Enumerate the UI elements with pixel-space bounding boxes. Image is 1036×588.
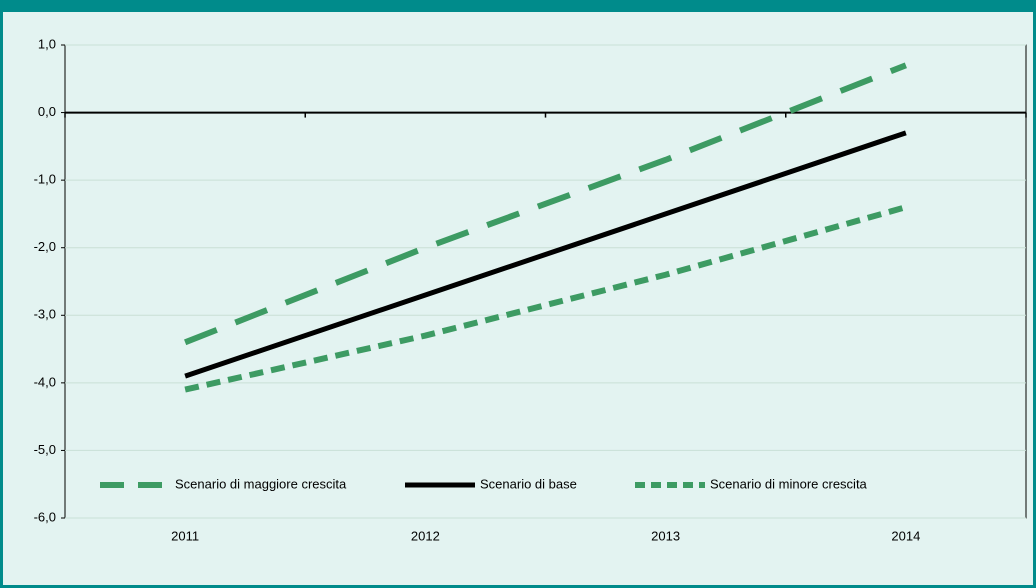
y-tick-label: -6,0 (34, 509, 56, 524)
y-tick-label: -1,0 (34, 172, 56, 187)
x-tick-label: 2012 (411, 528, 440, 543)
y-tick-label: -4,0 (34, 374, 56, 389)
x-tick-label: 2013 (651, 528, 680, 543)
y-tick-label: -5,0 (34, 442, 56, 457)
y-tick-label: 0,0 (38, 104, 56, 119)
series-line (184, 204, 907, 393)
y-tick-label: 1,0 (38, 36, 56, 51)
series-line (184, 130, 907, 379)
y-tick-label: -2,0 (34, 239, 56, 254)
x-tick-label: 2014 (891, 528, 920, 543)
x-tick-label: 2011 (171, 528, 199, 543)
legend-label: Scenario di base (480, 476, 577, 491)
y-tick-label: -3,0 (34, 307, 56, 322)
series-line (184, 62, 907, 346)
legend-label: Scenario di minore crescita (710, 476, 868, 491)
legend-label: Scenario di maggiore crescita (175, 476, 347, 491)
background (3, 12, 1033, 585)
